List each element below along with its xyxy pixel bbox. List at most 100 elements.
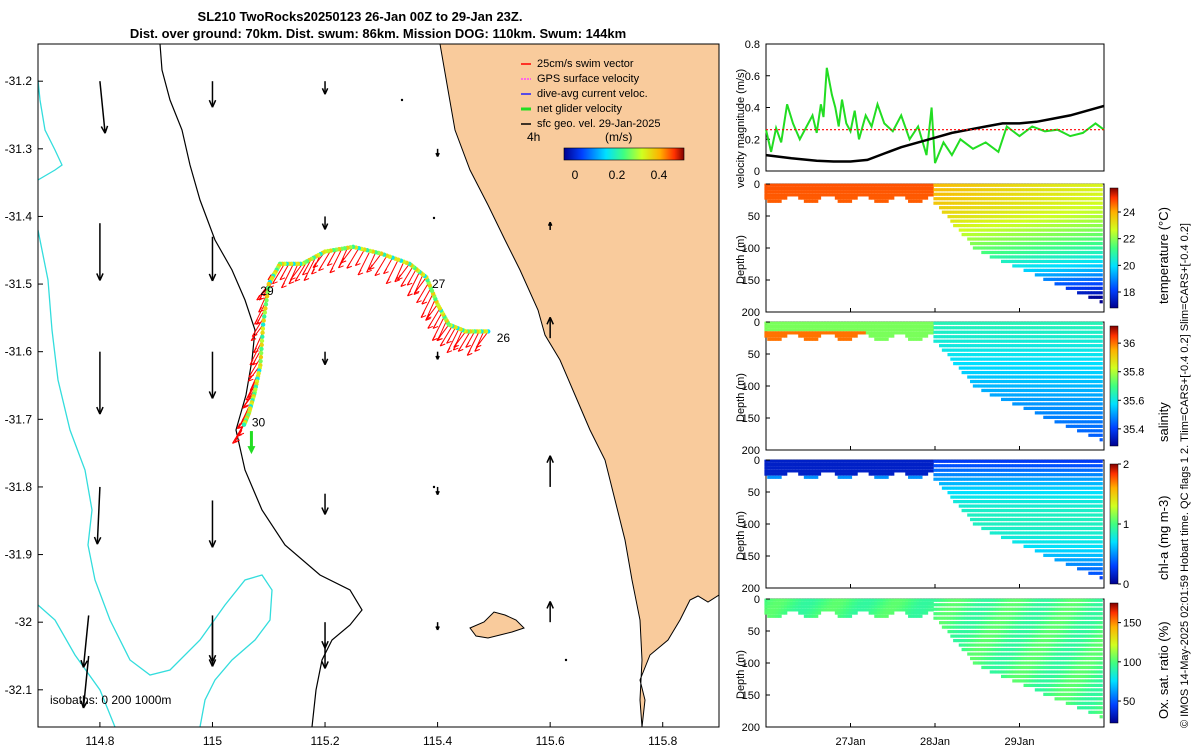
section-datapoint: [964, 348, 968, 352]
section-datapoint: [1099, 544, 1103, 548]
section-datapoint: [989, 473, 993, 477]
day-label: 29: [260, 284, 274, 298]
section-datapoint: [1020, 215, 1024, 219]
section-datapoint: [975, 330, 979, 334]
section-datapoint: [981, 201, 985, 205]
geo-vector-head: [321, 661, 329, 669]
section-datapoint: [885, 614, 889, 618]
section-datapoint: [1096, 295, 1100, 299]
section-datapoint: [1082, 549, 1086, 553]
section-datapoint: [964, 206, 968, 210]
section-datapoint: [871, 466, 875, 470]
section-datapoint: [1060, 188, 1064, 192]
section-datapoint: [888, 193, 892, 197]
section-datapoint: [772, 459, 777, 463]
section-datapoint: [989, 517, 993, 522]
section-datapoint: [905, 605, 909, 609]
section-datapoint: [995, 206, 999, 210]
section-datapoint: [936, 188, 940, 192]
section-datapoint: [843, 601, 847, 606]
section-datapoint: [1060, 250, 1064, 255]
section-datapoint: [1051, 237, 1055, 241]
section-datapoint: [815, 605, 819, 609]
section-datapoint: [908, 608, 912, 612]
section-datapoint: [1065, 482, 1069, 486]
section-datapoint: [1057, 219, 1061, 223]
section-datapoint: [809, 183, 813, 187]
swim-vector-head: [406, 279, 413, 286]
section-datapoint: [1057, 402, 1061, 406]
section-datapoint: [815, 472, 819, 476]
section-datapoint: [955, 197, 960, 201]
isobath-1000m-b: [38, 229, 273, 727]
section-datapoint: [967, 228, 971, 232]
track-point: [259, 342, 264, 348]
section-datapoint: [767, 324, 771, 329]
section-datapoint: [1071, 228, 1075, 232]
section-datapoint: [1060, 384, 1064, 388]
section-datapoint: [958, 201, 962, 205]
section-datapoint: [885, 598, 889, 602]
section-datapoint: [1012, 215, 1016, 219]
section-datapoint: [989, 210, 993, 214]
section-datapoint: [1048, 348, 1053, 352]
section-datapoint: [1015, 504, 1019, 508]
section-datapoint: [939, 459, 943, 463]
section-datapoint: [1093, 553, 1098, 557]
section-datapoint: [961, 500, 965, 504]
section-datapoint: [1003, 468, 1008, 472]
section-datapoint: [1051, 215, 1055, 219]
section-datapoint: [1046, 388, 1050, 393]
section-datapoint: [1057, 513, 1061, 517]
section-datapoint: [908, 328, 912, 332]
section-datapoint: [1054, 406, 1058, 410]
section-datapoint: [1051, 326, 1055, 330]
section-datapoint: [1034, 379, 1038, 384]
section-datapoint: [1079, 353, 1084, 357]
section-datapoint: [947, 477, 951, 481]
section-datapoint: [989, 370, 993, 375]
section-datapoint: [877, 186, 881, 191]
section-datapoint: [792, 466, 796, 470]
section-datapoint: [947, 330, 951, 334]
section-datapoint: [1009, 393, 1013, 397]
section-datapoint: [812, 475, 816, 479]
section-datapoint: [1077, 259, 1081, 264]
section-datapoint: [984, 353, 988, 357]
section-datapoint: [1023, 192, 1027, 196]
section-datapoint: [1082, 237, 1086, 241]
section-datapoint: [1015, 464, 1019, 468]
section-datapoint: [1051, 406, 1055, 410]
section-datapoint: [1065, 210, 1069, 214]
section-datapoint: [1091, 549, 1095, 553]
section-datapoint: [1085, 259, 1089, 264]
section-datapoint: [857, 466, 861, 470]
section-datapoint: [860, 190, 864, 194]
section-datapoint: [778, 324, 782, 329]
section-datapoint: [871, 324, 875, 329]
section-datapoint: [781, 186, 785, 191]
section-datapoint: [837, 611, 841, 615]
section-datapoint: [882, 472, 886, 476]
section-datapoint: [1065, 250, 1069, 255]
section-datapoint: [995, 513, 999, 517]
section-datapoint: [809, 469, 813, 473]
section-datapoint: [913, 605, 917, 609]
section-datapoint: [786, 601, 791, 606]
section-datapoint: [1001, 459, 1005, 463]
section-datapoint: [1057, 344, 1061, 348]
section-datapoint: [919, 324, 923, 329]
section-datapoint: [1091, 201, 1095, 205]
section-datapoint: [817, 459, 822, 463]
section-datapoint: [882, 475, 886, 479]
section-datapoint: [764, 611, 768, 615]
section-datapoint: [843, 608, 847, 612]
section-datapoint: [860, 328, 864, 332]
section-datapoint: [1046, 508, 1050, 513]
section-datapoint: [1057, 232, 1061, 237]
section-datapoint: [1057, 384, 1061, 388]
section-datapoint: [1046, 357, 1050, 361]
section-datapoint: [871, 472, 875, 476]
section-datapoint: [896, 608, 900, 612]
section-datapoint: [1074, 406, 1078, 410]
